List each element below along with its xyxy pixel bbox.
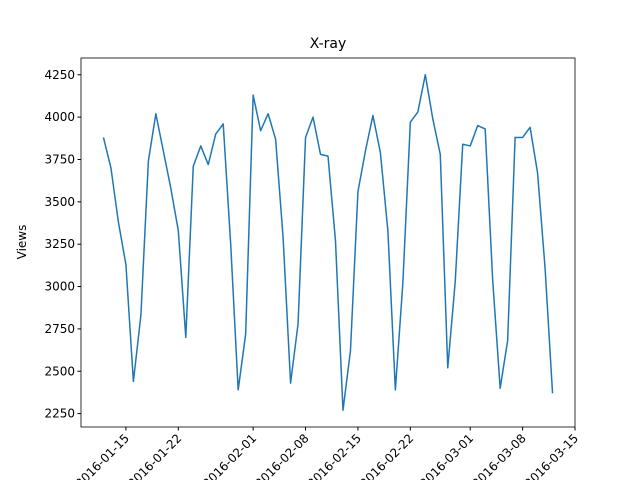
y-tick-label: 3500 bbox=[44, 195, 75, 209]
y-tick-label: 3750 bbox=[44, 152, 75, 166]
y-tick-label: 4250 bbox=[44, 68, 75, 82]
y-tick-label: 3250 bbox=[44, 237, 75, 251]
y-tick-label: 2250 bbox=[44, 407, 75, 421]
y-tick-label: 2500 bbox=[44, 364, 75, 378]
data-line bbox=[102, 74, 554, 411]
y-tick-label: 4000 bbox=[44, 110, 75, 124]
y-tick-label: 2750 bbox=[44, 322, 75, 336]
y-tick-label: 3000 bbox=[44, 280, 75, 294]
chart-title: X-ray bbox=[310, 36, 347, 52]
plot-frame bbox=[80, 57, 576, 428]
y-axis-label: Views bbox=[15, 225, 29, 260]
